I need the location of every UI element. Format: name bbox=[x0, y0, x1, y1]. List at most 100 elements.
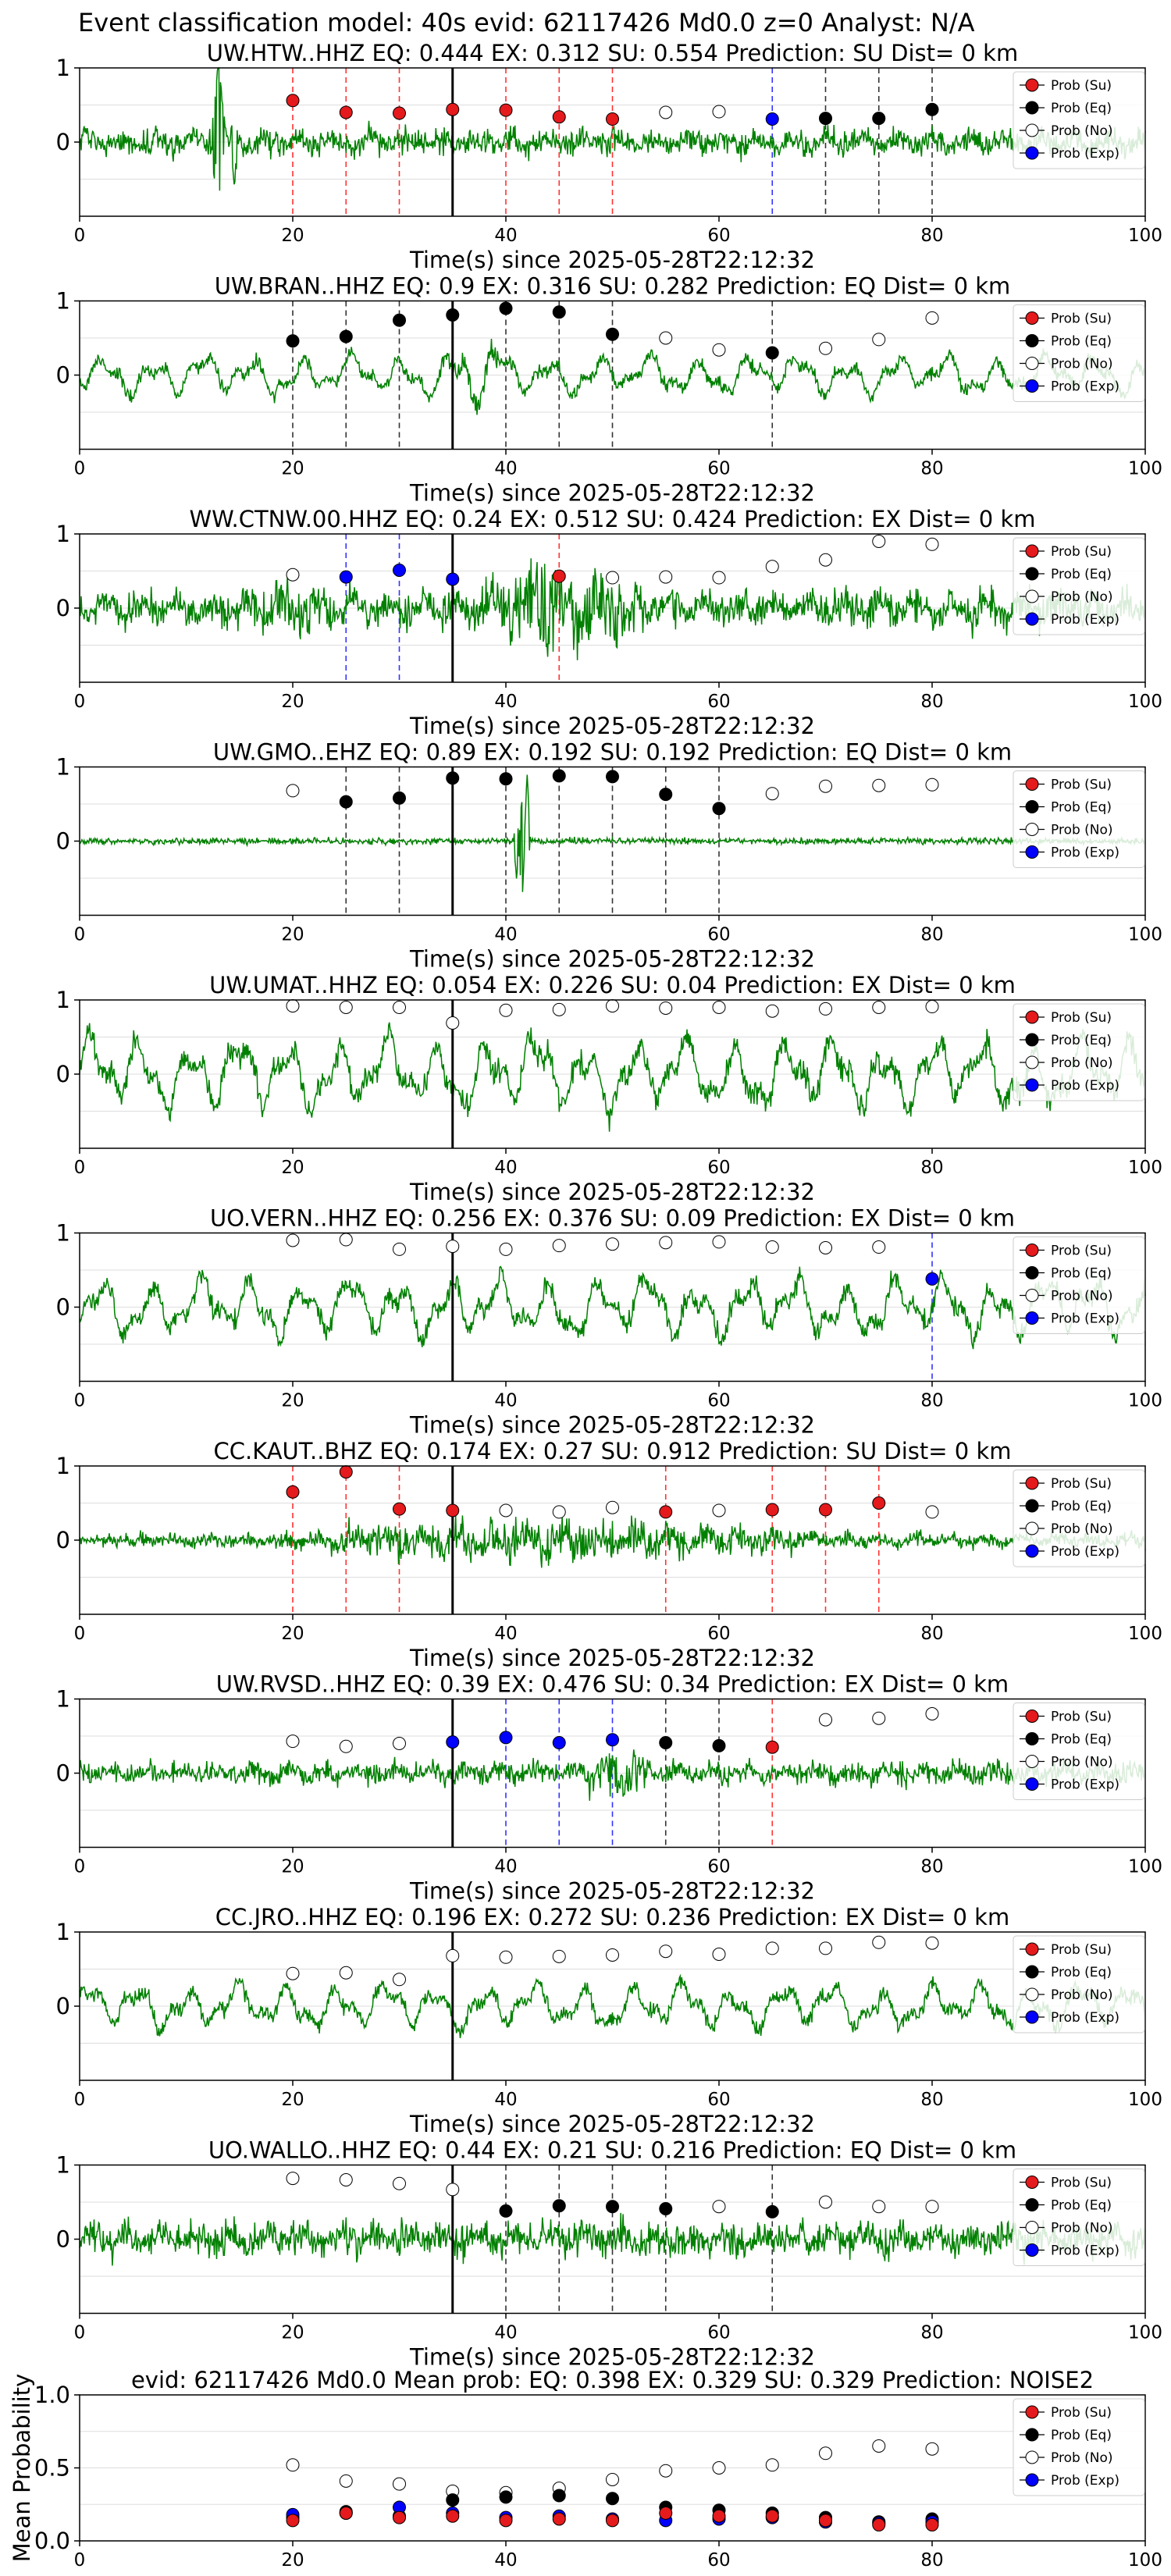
panel-title: UW.BRAN..HHZ EQ: 0.9 EX: 0.316 SU: 0.282… bbox=[215, 273, 1011, 300]
figure-title: Event classification model: 40s evid: 62… bbox=[78, 8, 975, 37]
legend-marker-exp bbox=[1025, 1777, 1039, 1791]
prob-point-eq bbox=[606, 770, 619, 784]
panel-title: UW.RVSD..HHZ EQ: 0.39 EX: 0.476 SU: 0.34… bbox=[216, 1671, 1009, 1698]
legend-label: Prob (Eq) bbox=[1051, 1732, 1112, 1748]
prob-point-exp bbox=[606, 1733, 619, 1747]
waveform bbox=[79, 1514, 1146, 1568]
prob-point-no bbox=[446, 1948, 460, 1962]
x-tick-label: 80 bbox=[920, 226, 943, 246]
x-axis-label: Time(s) since 2025-05-28T22:12:32 bbox=[409, 1878, 815, 1905]
x-tick-label: 40 bbox=[494, 1624, 517, 1644]
prob-point-no bbox=[712, 1001, 726, 1014]
legend-marker-su bbox=[1025, 777, 1039, 791]
waveform-trace bbox=[79, 2212, 1146, 2266]
x-tick-label: 100 bbox=[1128, 2090, 1162, 2110]
legend-marker-exp bbox=[1025, 2010, 1039, 2024]
prob-point-eq bbox=[446, 308, 460, 322]
legend-marker-no bbox=[1025, 589, 1039, 603]
prob-point-su bbox=[446, 1503, 460, 1517]
prob-point-no bbox=[339, 2173, 353, 2186]
waveform-trace bbox=[79, 1022, 1146, 1132]
legend-marker-su bbox=[1025, 1476, 1039, 1490]
x-tick-label: 0 bbox=[74, 1391, 86, 1411]
legend-label: Prob (No) bbox=[1051, 2450, 1113, 2466]
x-tick-label: 60 bbox=[707, 925, 730, 945]
y-tick-label: 1 bbox=[56, 1453, 70, 1479]
legend-marker-eq bbox=[1025, 567, 1039, 581]
prob-point-no bbox=[552, 1002, 566, 1016]
waveform-trace bbox=[79, 774, 1146, 892]
legend-marker-exp bbox=[1025, 1078, 1039, 1092]
y-tick-label: 1 bbox=[56, 2152, 70, 2179]
legend-marker-exp bbox=[1025, 2473, 1039, 2487]
mean-point-su bbox=[286, 2514, 300, 2528]
prob-point-su bbox=[659, 1505, 673, 1519]
legend-marker-exp bbox=[1025, 612, 1039, 626]
station-panel-1: UW.BRAN..HHZ EQ: 0.9 EX: 0.316 SU: 0.282… bbox=[56, 273, 1162, 507]
station-panel-4: UW.UMAT..HHZ EQ: 0.054 EX: 0.226 SU: 0.0… bbox=[56, 972, 1162, 1205]
station-panel-5: UO.VERN..HHZ EQ: 0.256 EX: 0.376 SU: 0.0… bbox=[56, 1205, 1162, 1439]
mean-point-eq bbox=[552, 2489, 566, 2503]
legend-box bbox=[1013, 1236, 1145, 1334]
prob-point-no bbox=[872, 2200, 886, 2214]
mean-point-eq bbox=[499, 2490, 513, 2504]
y-tick-label: 1 bbox=[56, 55, 70, 81]
prob-point-eq bbox=[765, 346, 779, 360]
legend-label: Prob (Exp) bbox=[1051, 146, 1119, 162]
prob-point-exp bbox=[446, 1735, 460, 1749]
legend-marker-exp bbox=[1025, 1311, 1039, 1325]
legend-label: Prob (Eq) bbox=[1051, 101, 1112, 116]
x-tick-label: 20 bbox=[281, 925, 304, 945]
prob-point-eq bbox=[499, 772, 513, 786]
prob-point-no bbox=[499, 1242, 513, 1256]
legend-label: Prob (Exp) bbox=[1051, 1311, 1119, 1327]
legend-marker-su bbox=[1025, 1244, 1039, 1257]
legend-marker-eq bbox=[1025, 1033, 1039, 1047]
prob-point-exp bbox=[339, 570, 353, 584]
waveform-trace bbox=[79, 338, 1146, 415]
panel-title: CC.JRO..HHZ EQ: 0.196 EX: 0.272 SU: 0.23… bbox=[215, 1904, 1009, 1930]
prob-point-no bbox=[659, 1944, 673, 1959]
legend-label: Prob (Exp) bbox=[1051, 2010, 1119, 2026]
x-axis-label: Time(s) since 2025-05-28T22:12:32 bbox=[409, 1179, 815, 1205]
station-panel-3: UW.GMO..EHZ EQ: 0.89 EX: 0.192 SU: 0.192… bbox=[56, 739, 1162, 973]
prob-point-no bbox=[286, 1735, 300, 1749]
x-tick-label: 100 bbox=[1128, 2323, 1162, 2343]
legend-label: Prob (No) bbox=[1051, 589, 1113, 605]
prob-point-no bbox=[925, 537, 939, 551]
legend-marker-exp bbox=[1025, 845, 1039, 859]
prob-point-no bbox=[286, 999, 300, 1013]
prob-point-su bbox=[446, 102, 460, 116]
prob-point-no bbox=[712, 105, 726, 119]
mean-point-no bbox=[659, 2464, 673, 2478]
prob-point-eq bbox=[286, 334, 300, 348]
x-tick-label: 20 bbox=[281, 692, 304, 712]
legend-label: Prob (Exp) bbox=[1051, 845, 1119, 861]
legend-label: Prob (Su) bbox=[1051, 777, 1112, 793]
x-tick-label: 60 bbox=[707, 692, 730, 712]
legend-label: Prob (Exp) bbox=[1051, 1777, 1119, 1793]
legend-label: Prob (Eq) bbox=[1051, 1033, 1112, 1048]
legend-marker-eq bbox=[1025, 334, 1039, 347]
y-tick-label: 0 bbox=[56, 1527, 70, 1553]
legend-marker-exp bbox=[1025, 146, 1039, 160]
prob-point-no bbox=[765, 1004, 779, 1018]
prob-point-no bbox=[606, 1500, 619, 1514]
x-tick-label: 20 bbox=[281, 226, 304, 246]
prob-point-no bbox=[712, 1235, 726, 1249]
legend-label: Prob (Exp) bbox=[1051, 1544, 1119, 1560]
prob-point-no bbox=[286, 568, 300, 582]
prob-point-no bbox=[819, 2195, 832, 2209]
legend-marker-eq bbox=[1025, 1965, 1039, 1979]
y-tick-label: 0 bbox=[56, 828, 70, 855]
prob-point-no bbox=[925, 1505, 939, 1519]
prob-point-no bbox=[659, 331, 673, 345]
prob-point-no bbox=[712, 1948, 726, 1961]
prob-point-eq bbox=[552, 769, 566, 783]
prob-point-no bbox=[393, 1973, 406, 1987]
prob-point-su bbox=[819, 1503, 832, 1517]
prob-point-no bbox=[393, 1242, 406, 1256]
x-axis-label: Time(s) since 2025-05-28T22:12:32 bbox=[409, 946, 815, 973]
y-tick-label: 0.5 bbox=[34, 2455, 70, 2482]
